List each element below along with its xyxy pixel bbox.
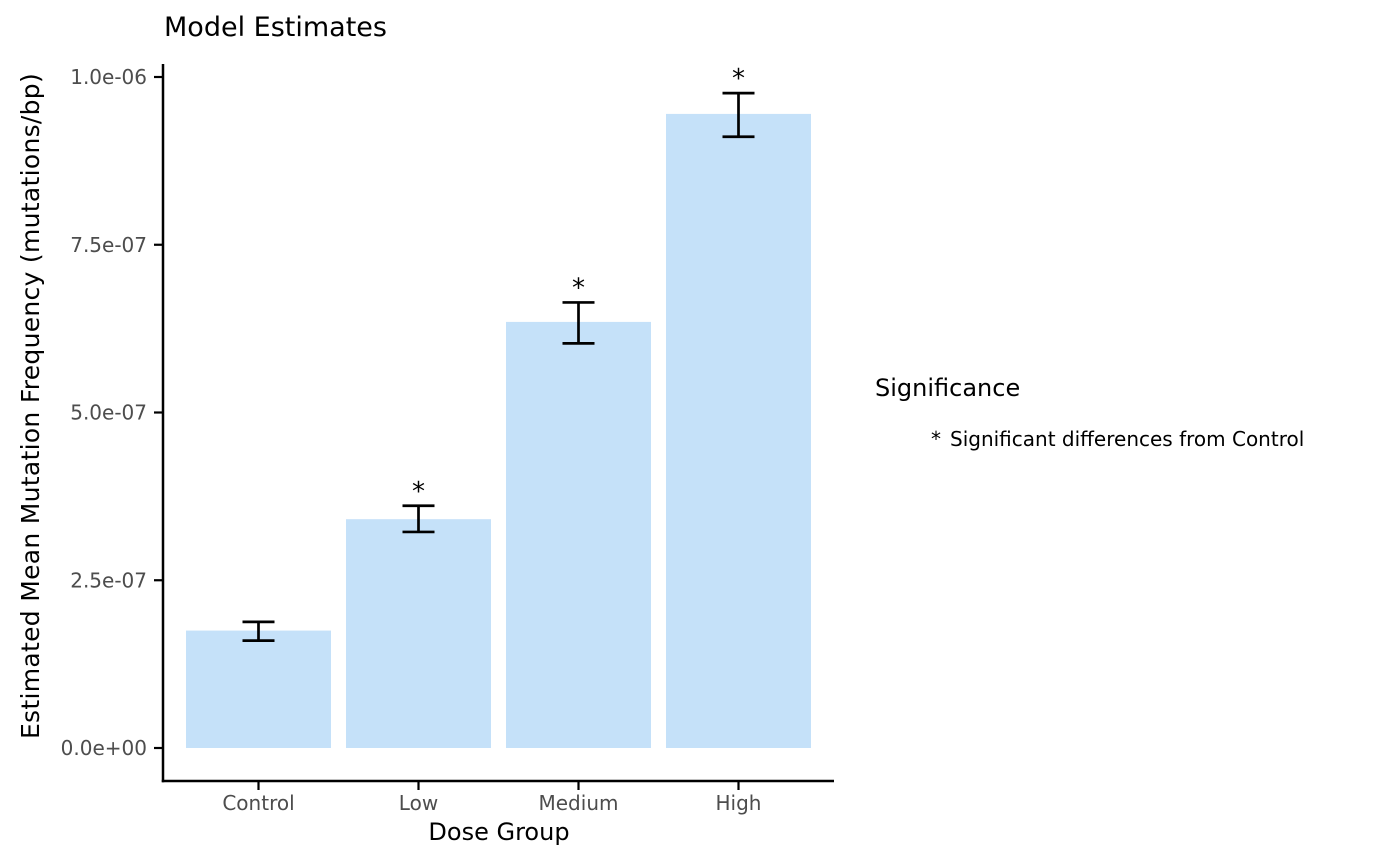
x-tick-label: High	[716, 791, 762, 815]
y-tick-label: 7.5e-07	[70, 233, 147, 257]
y-tick-label: 0.0e+00	[61, 736, 147, 760]
significance-asterisk: *	[732, 64, 745, 94]
legend-item: * Significant differences from Control	[875, 427, 1304, 451]
legend-title: Significance	[875, 374, 1021, 402]
y-tick-label: 1.0e-06	[70, 65, 147, 89]
bar-control	[186, 630, 331, 748]
significance-asterisk: *	[572, 273, 585, 303]
x-tick-label: Control	[222, 791, 294, 815]
x-tick-label: Low	[399, 791, 438, 815]
x-tick-label: Medium	[539, 791, 619, 815]
y-tick-label: 5.0e-07	[70, 401, 147, 425]
bar-high	[666, 113, 811, 748]
x-axis-title: Dose Group	[428, 818, 570, 846]
legend-item-label: Significant differences from Control	[950, 427, 1305, 451]
y-tick-label: 2.5e-07	[70, 568, 147, 592]
bar-medium	[506, 321, 651, 748]
significance-asterisk: *	[412, 477, 425, 507]
asterisk-key-icon: *	[931, 427, 941, 451]
chart-title: Model Estimates	[164, 12, 387, 43]
y-axis-title: Estimated Mean Mutation Frequency (mutat…	[16, 72, 45, 740]
bar-low	[346, 519, 491, 748]
legend: Significance * Significant differences f…	[875, 374, 1304, 451]
